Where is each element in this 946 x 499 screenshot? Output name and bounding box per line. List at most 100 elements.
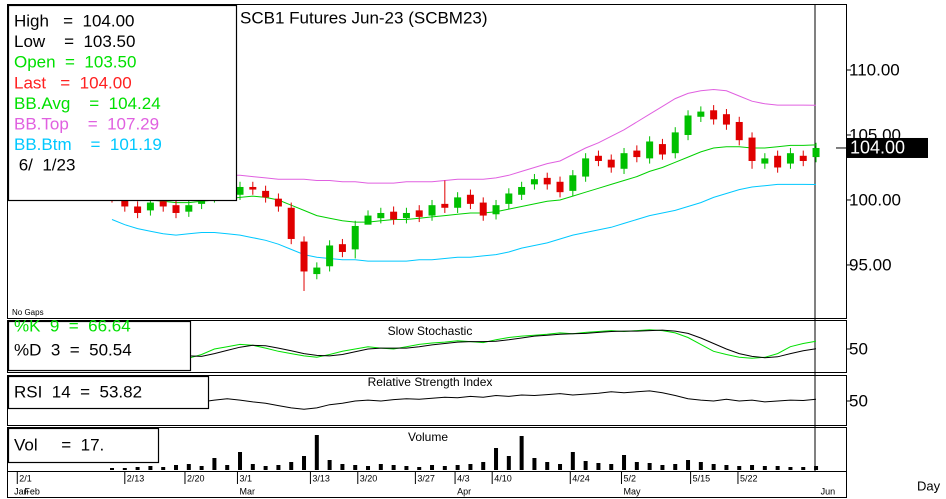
indicator-line — [188, 329, 817, 359]
volume-bar — [801, 467, 806, 470]
candle-body — [582, 158, 590, 177]
candle-body — [505, 193, 513, 204]
candle-body — [377, 212, 385, 219]
candle-body — [569, 175, 577, 191]
candle-body — [262, 190, 270, 198]
candle-body — [326, 245, 334, 267]
candle-body — [799, 155, 807, 161]
volume-bar — [634, 462, 639, 470]
info-text: BB.Avg = 104.24 — [14, 94, 161, 113]
info-box — [7, 4, 238, 202]
volume-bar — [711, 464, 716, 470]
candle-body — [300, 241, 308, 272]
volume-bar — [391, 465, 396, 470]
info-box — [7, 320, 192, 372]
volume-bar — [161, 467, 166, 470]
volume-bar — [250, 464, 255, 470]
candle-body — [697, 111, 705, 117]
volume-bar — [788, 467, 793, 470]
x-tick-label: 5/22 — [740, 473, 758, 483]
volume-bar — [276, 465, 281, 470]
candle-body — [774, 155, 782, 168]
candle-body — [364, 215, 372, 225]
x-tick-label: 3/20 — [360, 473, 378, 483]
candle-body — [646, 141, 654, 159]
volume-bar — [430, 465, 435, 470]
x-tick-label: 4/10 — [494, 473, 512, 483]
volume-bar — [468, 464, 473, 470]
info-text: High = 104.00 — [14, 11, 135, 30]
volume-bar — [302, 456, 307, 470]
volume-bar — [724, 465, 729, 470]
candle-body — [710, 110, 718, 120]
candle-body — [441, 203, 449, 208]
volume-bar — [314, 435, 319, 470]
x-tick-label: 3/13 — [312, 473, 330, 483]
info-text: %K 9 = 66.64 — [14, 316, 131, 335]
info-text: 6/ 1/23 — [14, 156, 75, 175]
volume-bar — [238, 452, 243, 470]
x-tick-label: 5/2 — [623, 473, 636, 483]
volume-bar — [353, 465, 358, 470]
candle-body — [134, 206, 142, 213]
volume-bar — [263, 466, 268, 470]
volume-bar — [174, 465, 179, 470]
panel-title: Relative Strength Index — [368, 375, 493, 389]
x-tick-label: 4/24 — [572, 473, 590, 483]
volume-bar — [750, 465, 755, 470]
y-tick-label: 110.00 — [849, 60, 900, 79]
candle-body — [236, 186, 244, 195]
volume-bar — [481, 462, 486, 470]
volume-bar — [340, 464, 345, 470]
volume-bar — [442, 466, 447, 470]
candle-body — [415, 210, 423, 217]
info-box — [7, 375, 210, 410]
last-price-label: 104.00 — [850, 138, 905, 158]
info-text: BB.Top = 107.29 — [14, 114, 159, 133]
candle-body — [671, 132, 679, 154]
candle-body — [607, 159, 615, 168]
chart-title: SCB1 Futures Jun-23 (SCBM23) — [240, 8, 488, 27]
volume-bar — [596, 463, 601, 470]
date-axis — [7, 471, 847, 498]
volume-bar — [506, 456, 511, 470]
month-label: Jan — [14, 486, 29, 496]
volume-bar — [327, 460, 332, 470]
volume-bar — [135, 467, 140, 470]
volume-bar — [519, 436, 524, 470]
candle-body — [351, 225, 359, 250]
month-label: Mar — [239, 486, 255, 496]
month-label: Jun — [821, 486, 836, 496]
volume-bar — [622, 455, 627, 470]
candle-body — [594, 155, 602, 161]
x-tick-label: 3/27 — [417, 473, 435, 483]
candle-body — [556, 181, 564, 193]
info-text: RSI 14 = 53.82 — [14, 382, 142, 401]
volume-bar — [494, 448, 499, 470]
volume-bar — [366, 466, 371, 470]
volume-bar — [775, 466, 780, 470]
price-panel — [7, 4, 847, 319]
stochastic-panel — [7, 320, 847, 373]
volume-bar — [545, 462, 550, 470]
volume-bar — [558, 464, 563, 470]
candle-body — [658, 144, 666, 155]
last-price-box — [847, 137, 928, 158]
volume-bar — [762, 466, 767, 470]
candle-body — [159, 201, 167, 207]
candle-body — [274, 198, 282, 207]
candle-body — [786, 153, 794, 164]
candle-body — [748, 137, 756, 161]
volume-bar — [110, 468, 115, 470]
y-tick-label: 50 — [849, 391, 868, 410]
candle-body — [287, 207, 295, 239]
volume-bar — [814, 466, 819, 470]
volume-bar — [417, 467, 422, 470]
candle-body — [390, 211, 398, 220]
candle-body — [735, 121, 743, 141]
candle-body — [620, 153, 628, 169]
volume-bar — [647, 463, 652, 470]
volume-bar — [737, 466, 742, 470]
volume-bar — [673, 464, 678, 470]
month-label: Feb — [24, 486, 40, 496]
